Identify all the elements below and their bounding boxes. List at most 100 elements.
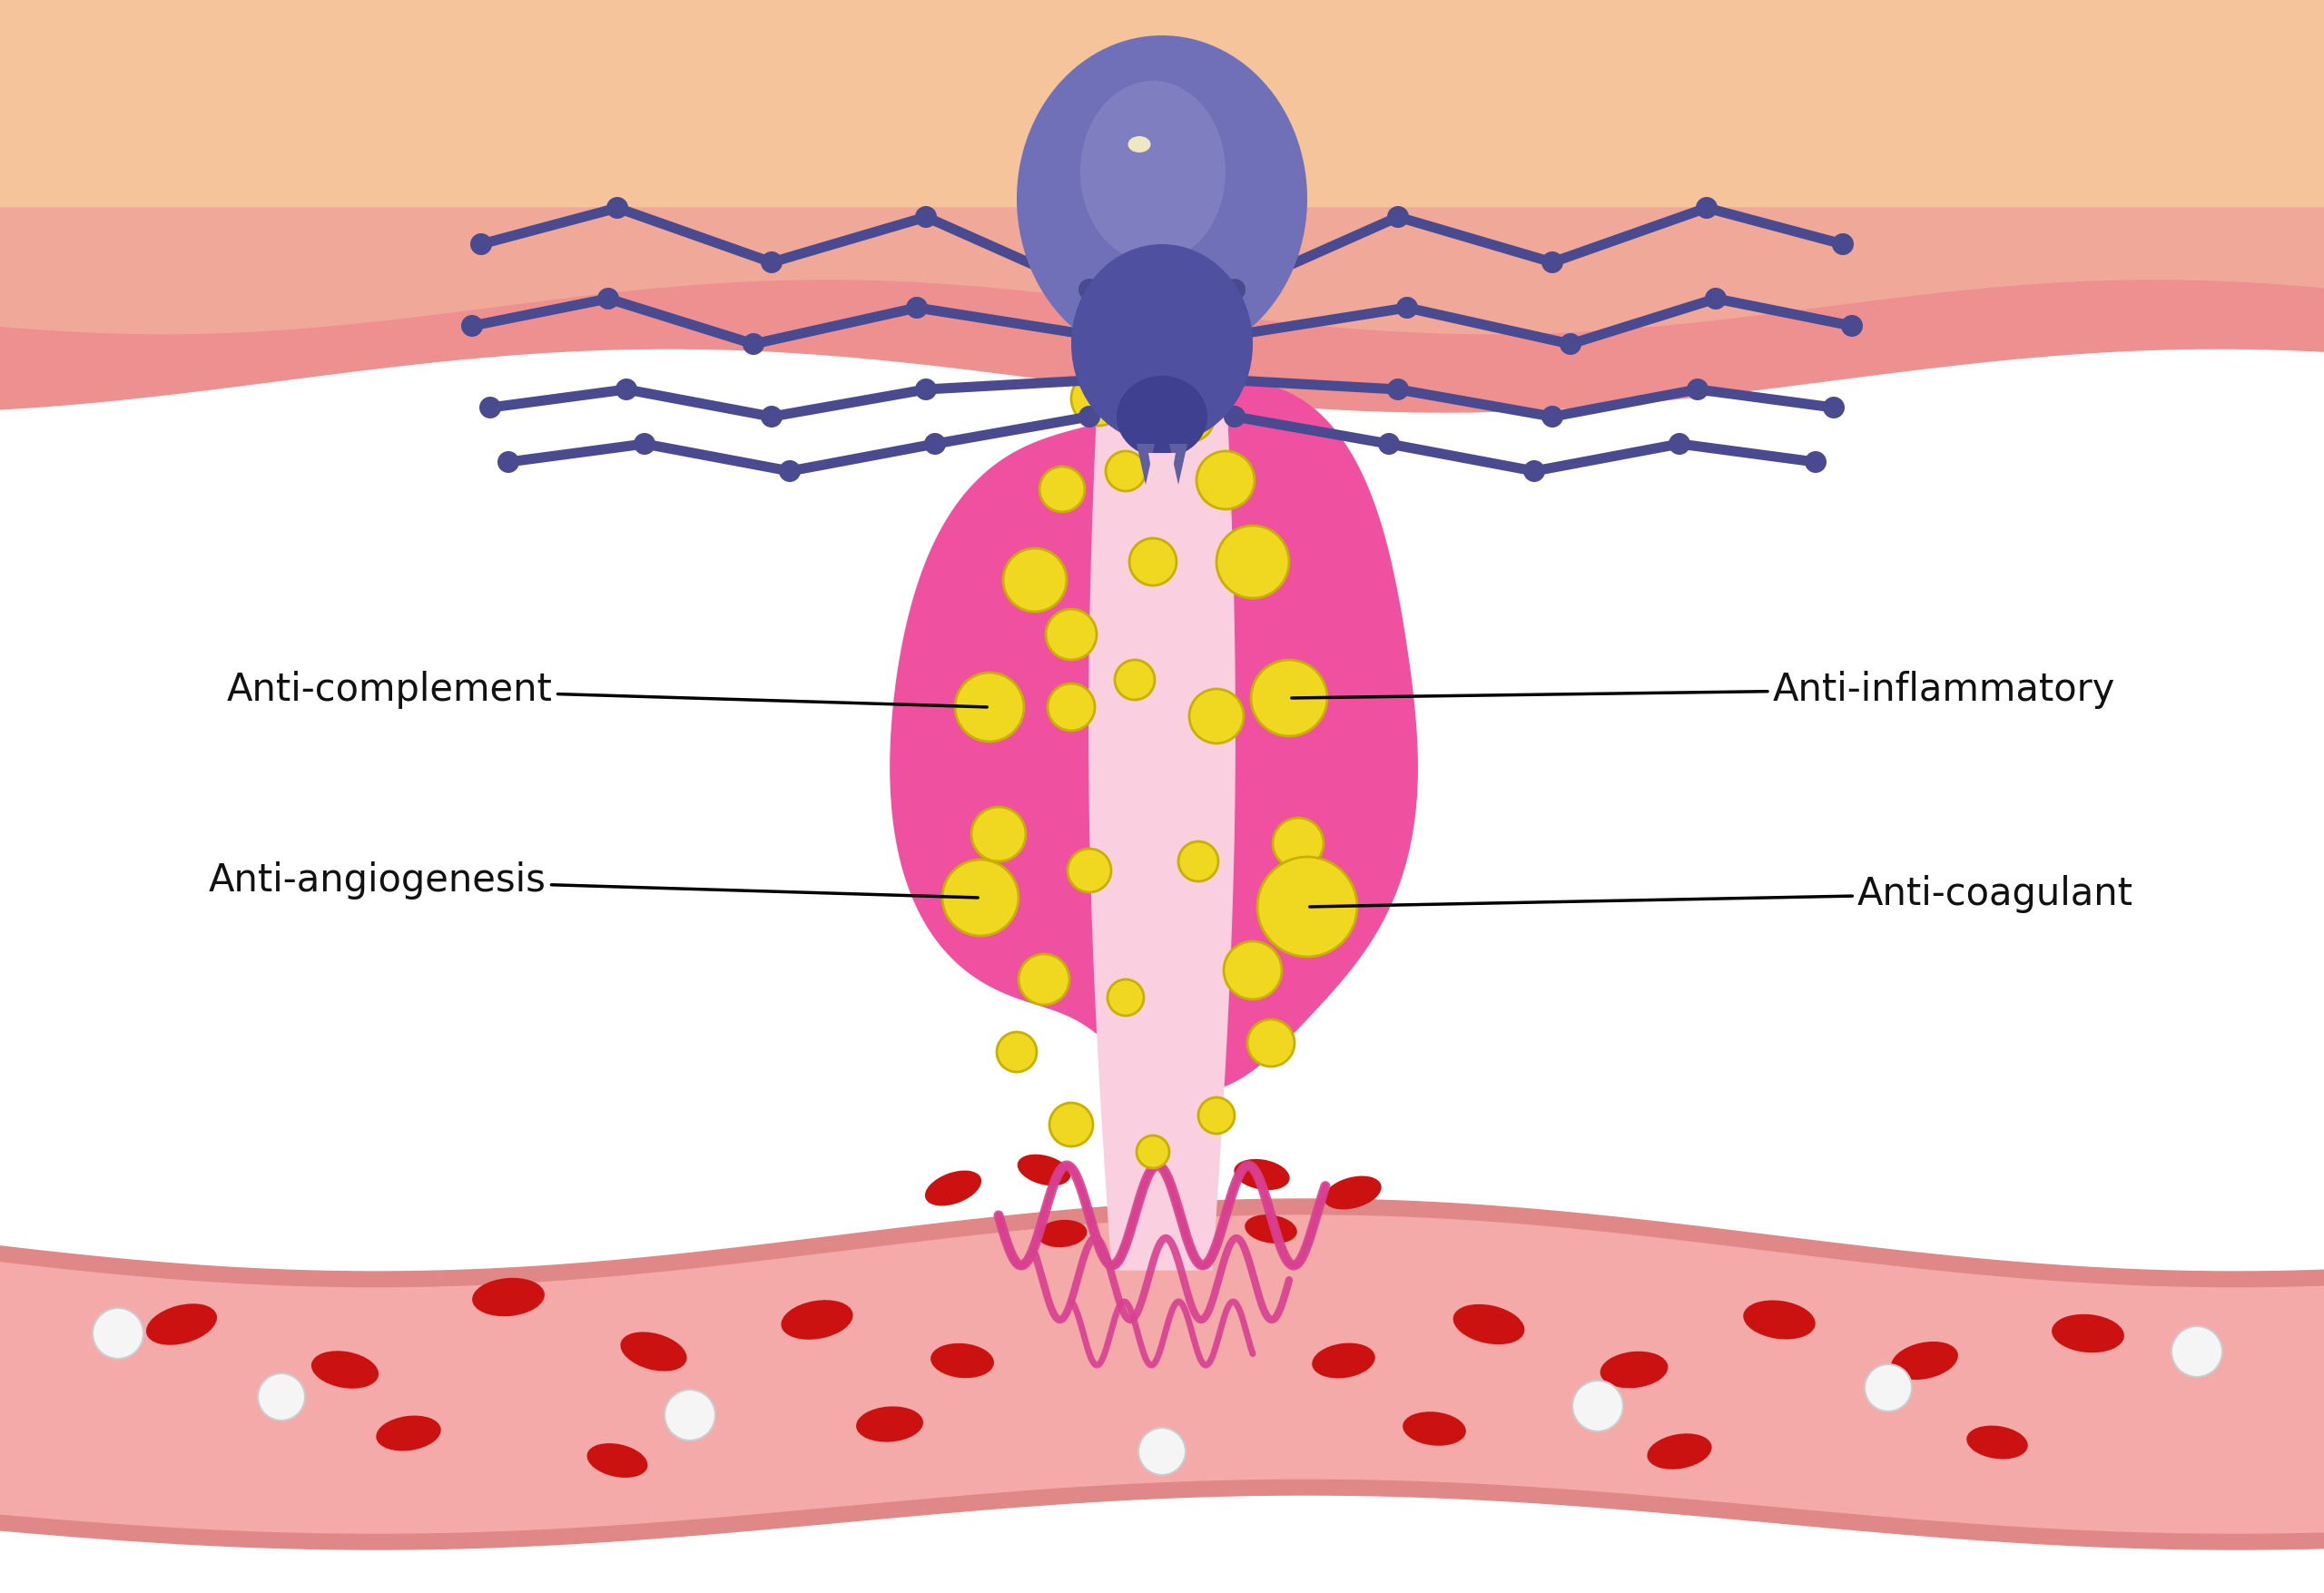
Ellipse shape: [1743, 1300, 1815, 1340]
Circle shape: [760, 406, 783, 429]
Circle shape: [1669, 433, 1690, 456]
Circle shape: [1225, 279, 1246, 301]
Ellipse shape: [588, 1443, 648, 1478]
Text: Anti-coagulant: Anti-coagulant: [1311, 875, 2133, 913]
Circle shape: [955, 674, 1025, 742]
Circle shape: [1018, 954, 1069, 1005]
Circle shape: [665, 1389, 716, 1440]
Circle shape: [1136, 1136, 1169, 1168]
Circle shape: [1225, 406, 1246, 429]
Circle shape: [925, 433, 946, 456]
Circle shape: [1225, 370, 1246, 392]
Circle shape: [258, 1373, 304, 1421]
Ellipse shape: [1018, 37, 1308, 363]
Circle shape: [1822, 397, 1845, 419]
Circle shape: [1190, 690, 1243, 744]
Text: Anti-angiogenesis: Anti-angiogenesis: [209, 860, 978, 898]
Circle shape: [1197, 452, 1255, 510]
Circle shape: [1046, 610, 1097, 661]
Circle shape: [597, 288, 618, 311]
Circle shape: [1573, 1381, 1622, 1432]
Circle shape: [744, 335, 765, 355]
Circle shape: [941, 860, 1018, 937]
Circle shape: [997, 1032, 1037, 1072]
Ellipse shape: [1892, 1341, 1959, 1380]
Circle shape: [916, 379, 937, 401]
Circle shape: [1004, 550, 1067, 612]
Ellipse shape: [930, 1343, 995, 1378]
Circle shape: [1541, 406, 1564, 429]
Circle shape: [1387, 207, 1408, 229]
Ellipse shape: [1018, 1155, 1071, 1185]
Polygon shape: [1148, 454, 1176, 491]
Text: Anti-inflammatory: Anti-inflammatory: [1292, 671, 2115, 709]
Ellipse shape: [1234, 1160, 1290, 1190]
Circle shape: [479, 397, 502, 419]
Circle shape: [1078, 279, 1099, 301]
Circle shape: [1274, 819, 1325, 870]
Ellipse shape: [1116, 376, 1208, 459]
Circle shape: [1864, 1364, 1913, 1411]
Ellipse shape: [1081, 81, 1225, 263]
Circle shape: [1078, 325, 1099, 347]
Circle shape: [1806, 452, 1827, 473]
Polygon shape: [1090, 290, 1234, 1270]
Circle shape: [779, 460, 802, 483]
Ellipse shape: [621, 1332, 688, 1372]
Polygon shape: [1169, 444, 1188, 486]
Circle shape: [2171, 1327, 2222, 1376]
Circle shape: [1397, 298, 1418, 319]
Ellipse shape: [1313, 1343, 1376, 1378]
Circle shape: [1129, 538, 1176, 586]
Circle shape: [906, 298, 927, 319]
Ellipse shape: [1127, 137, 1150, 153]
Circle shape: [1225, 325, 1246, 347]
Circle shape: [1250, 661, 1327, 736]
Ellipse shape: [1037, 1220, 1088, 1247]
Circle shape: [1841, 315, 1864, 338]
Circle shape: [1706, 288, 1727, 311]
Text: Anti-complement: Anti-complement: [228, 671, 988, 709]
Circle shape: [1257, 857, 1357, 957]
Ellipse shape: [1246, 1215, 1297, 1244]
Circle shape: [1559, 335, 1580, 355]
Circle shape: [760, 252, 783, 274]
Circle shape: [469, 234, 493, 256]
Ellipse shape: [1404, 1411, 1466, 1446]
Polygon shape: [1136, 444, 1155, 486]
Circle shape: [1178, 841, 1218, 883]
Ellipse shape: [1325, 1176, 1380, 1209]
Circle shape: [1541, 252, 1564, 274]
Circle shape: [1387, 379, 1408, 401]
Circle shape: [634, 433, 655, 456]
Polygon shape: [890, 384, 1418, 1091]
Circle shape: [916, 207, 937, 229]
Circle shape: [1225, 941, 1283, 1000]
Circle shape: [1164, 392, 1215, 443]
Ellipse shape: [1452, 1305, 1525, 1344]
Circle shape: [1109, 980, 1143, 1016]
Circle shape: [1215, 526, 1290, 599]
Ellipse shape: [1648, 1434, 1713, 1469]
Ellipse shape: [1071, 245, 1253, 444]
Ellipse shape: [146, 1303, 216, 1344]
Circle shape: [1522, 460, 1545, 483]
Circle shape: [1078, 370, 1099, 392]
Circle shape: [1039, 467, 1085, 513]
Ellipse shape: [376, 1416, 442, 1451]
Circle shape: [1697, 198, 1717, 220]
Circle shape: [607, 198, 627, 220]
Circle shape: [1106, 452, 1146, 492]
Circle shape: [93, 1308, 144, 1359]
Ellipse shape: [925, 1171, 981, 1206]
Circle shape: [1831, 234, 1855, 256]
Ellipse shape: [311, 1351, 379, 1389]
Ellipse shape: [1966, 1426, 2029, 1459]
Ellipse shape: [2052, 1314, 2124, 1352]
Circle shape: [1116, 661, 1155, 701]
Circle shape: [1071, 371, 1125, 427]
Circle shape: [1078, 406, 1099, 429]
Circle shape: [1378, 433, 1399, 456]
Circle shape: [1139, 1427, 1185, 1475]
Circle shape: [1050, 1102, 1092, 1147]
